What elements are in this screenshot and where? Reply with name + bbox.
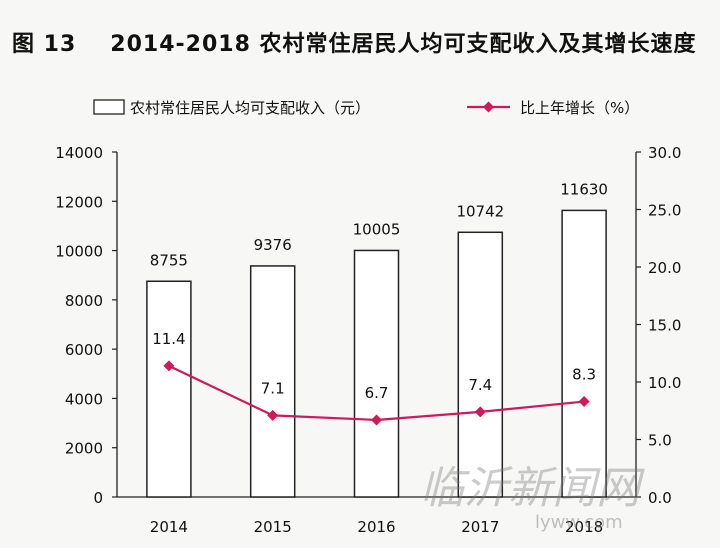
bar xyxy=(146,280,192,498)
chart-axes: 0 2000 4000 6000 8000 10000 12000 14000 0.0 5.0 10… xyxy=(55,144,681,536)
line-data-label: 11.4 xyxy=(152,330,185,348)
line-point xyxy=(578,396,590,408)
right-axis-tick-label: 15.0 xyxy=(648,317,681,335)
left-axis-tick-label: 4000 xyxy=(65,390,103,408)
left-axis-tick-label: 10000 xyxy=(55,243,103,261)
bar-data-label: 11630 xyxy=(560,180,608,198)
bar-data-label: 9376 xyxy=(254,236,292,254)
x-axis-tick-label: 2018 xyxy=(565,518,603,536)
right-axis-tick-label: 25.0 xyxy=(648,202,681,220)
line-data-label: 7.1 xyxy=(261,379,285,397)
bar xyxy=(561,209,607,498)
bar-data-label: 8755 xyxy=(150,251,188,269)
bar xyxy=(457,231,504,498)
left-axis-tick-label: 14000 xyxy=(55,144,103,162)
bar-series: 8755 9376 10005 10742 11630 xyxy=(146,180,608,498)
line-point xyxy=(371,414,382,426)
legend-bar-label: 农村常住居民人均可支配收入（元） xyxy=(130,99,370,117)
x-axis-tick-label: 2014 xyxy=(150,518,188,536)
figure-title: 图 13 2014-2018 农村常住居民人均可支配收入及其增长速度 xyxy=(12,26,697,58)
left-axis-tick-label: 8000 xyxy=(65,292,103,310)
line-data-label: 8.3 xyxy=(572,366,596,384)
left-axis-tick-label: 6000 xyxy=(65,341,103,359)
left-axis-tick-label: 2000 xyxy=(65,440,103,458)
line-point xyxy=(163,360,175,372)
bar xyxy=(249,265,296,498)
right-axis-tick-label: 30.0 xyxy=(648,144,681,162)
left-axis-tick-label: 0 xyxy=(93,489,103,507)
line-data-label: 6.7 xyxy=(365,384,389,402)
right-axis-tick-label: 5.0 xyxy=(648,432,672,450)
legend: 农村常住居民人均可支配收入（元） 比上年增长（%） xyxy=(93,99,639,117)
figure-label: 图 13 xyxy=(12,32,77,57)
bar xyxy=(353,249,400,498)
bar-data-label: 10742 xyxy=(456,202,504,220)
line-point xyxy=(474,406,486,418)
line-point xyxy=(267,409,279,421)
legend-bar-swatch xyxy=(93,99,125,115)
figure-title-text: 2014-2018 农村常住居民人均可支配收入及其增长速度 xyxy=(110,32,697,57)
right-axis-tick-label: 10.0 xyxy=(648,374,681,392)
line-series: 11.4 7.1 6.7 7.4 8.3 xyxy=(152,330,596,426)
x-axis-tick-label: 2017 xyxy=(461,518,499,536)
right-axis-tick-label: 20.0 xyxy=(648,259,681,277)
x-axis-tick-label: 2016 xyxy=(357,518,395,536)
bar-data-label: 10005 xyxy=(353,220,401,238)
x-axis-tick-label: 2015 xyxy=(254,518,292,536)
legend-line-marker xyxy=(483,101,494,113)
legend-line-label: 比上年增长（%） xyxy=(520,99,639,117)
left-axis-tick-label: 12000 xyxy=(55,193,103,211)
line-data-label: 7.4 xyxy=(468,376,492,394)
right-axis-tick-label: 0.0 xyxy=(648,489,672,507)
